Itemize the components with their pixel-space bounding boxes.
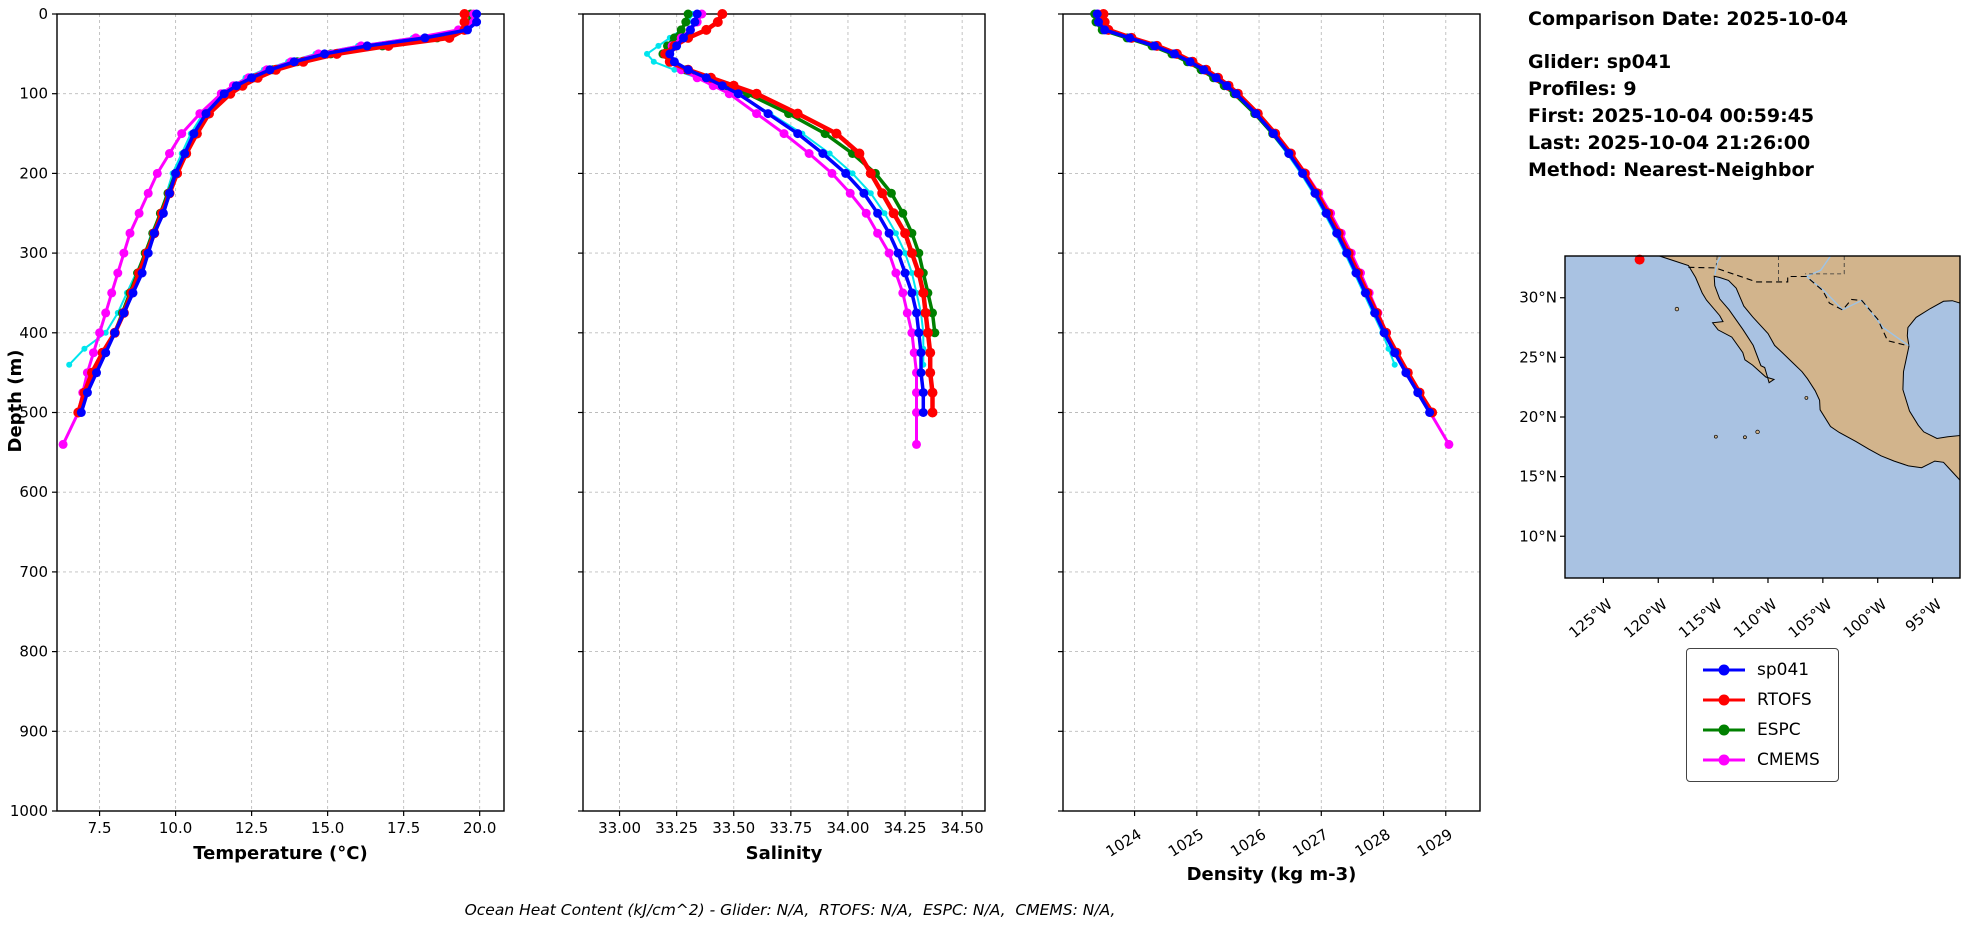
state-border: [1715, 255, 1718, 266]
legend-label: CMEMS: [1757, 750, 1820, 770]
density-axis-title: Density (kg m-3): [1187, 864, 1357, 885]
depth-tick-label: 300: [19, 244, 48, 262]
depth-axis-label: Depth (m): [5, 349, 26, 453]
density-sp041-markers: [1092, 9, 1435, 417]
density-xtick-label: 1028: [1352, 825, 1394, 861]
salinity-xtick-label: 33.50: [712, 819, 755, 837]
depth-tick-label: 200: [19, 164, 48, 182]
map-lon-label: 125°W: [1565, 595, 1616, 642]
method-line: Method: Nearest-Neighbor: [1528, 159, 1814, 181]
salinity-xtick-label: 33.00: [598, 819, 641, 837]
us-mexico-border: [1688, 266, 1910, 347]
salinity-sp041-markers: [665, 9, 928, 417]
legend-item-cmems: CMEMS: [1701, 750, 1820, 770]
map-lat-label: 25°N: [1519, 348, 1557, 366]
comparison-info-block: Comparison Date: 2025-10-04 Glider: sp04…: [1528, 6, 1848, 184]
temperature-xtick-label: 10.0: [159, 819, 192, 837]
depth-tick-label: 500: [19, 404, 48, 422]
density-RTOFS-line: [1101, 11, 1435, 415]
temperature-CMEMS-line: [61, 12, 476, 446]
land-mexico-us: [1659, 255, 1961, 482]
temperature-xtick-label: 17.5: [387, 819, 420, 837]
temperature-xtick-label: 15.0: [311, 819, 344, 837]
density-xtick-label: 1024: [1103, 825, 1145, 861]
map-lat-label: 20°N: [1519, 408, 1557, 426]
density-xtick-label: 1026: [1227, 825, 1269, 861]
state-border: [1805, 256, 1845, 275]
map-frame: [1564, 255, 1961, 579]
density-glider-raw-line: [1095, 13, 1396, 366]
temperature-xtick-label: 12.5: [235, 819, 268, 837]
legend-line-sample: [1703, 664, 1745, 676]
density-chart: 1024 1025 1026 1027 1028 1029 Density (kg m-3): [1058, 9, 1481, 885]
river: [1805, 255, 1910, 347]
density-CMEMS-line: [1097, 12, 1451, 446]
last-time-line: Last: 2025-10-04 21:26:00: [1528, 132, 1811, 154]
map-lat-label: 15°N: [1519, 468, 1557, 486]
temperature-sp041-markers: [76, 9, 482, 417]
first-time-line: First: 2025-10-04 00:59:45: [1528, 105, 1815, 127]
ocean-heat-content-footnote: Ocean Heat Content (kJ/cm^2) - Glider: N…: [464, 901, 1116, 919]
legend-item-rtofs: RTOFS: [1701, 690, 1820, 710]
salinity-xtick-label: 34.50: [941, 819, 984, 837]
salinity-xtick-label: 34.25: [884, 819, 927, 837]
map-lon-label: 105°W: [1785, 595, 1836, 642]
salinity-RTOFS-markers: [660, 9, 938, 418]
legend-label: RTOFS: [1757, 690, 1812, 710]
map-lon-label: 100°W: [1840, 595, 1891, 642]
depth-tick-label: 1000: [10, 802, 48, 820]
temperature-axis-title: Temperature (°C): [193, 843, 367, 864]
density-xtick-label: 1027: [1289, 825, 1331, 861]
density-CMEMS-markers: [1094, 9, 1454, 449]
island: [1743, 435, 1747, 440]
legend-item-sp041: sp041: [1701, 660, 1820, 680]
depth-tick-label: 800: [19, 643, 48, 661]
density-xtick-label: 1025: [1165, 825, 1207, 861]
depth-tick-label: 900: [19, 722, 48, 740]
island: [1804, 396, 1809, 400]
density-glider-raw-markers: [1093, 11, 1398, 368]
legend-line-sample: [1703, 694, 1745, 706]
map-lon-label: 95°W: [1902, 595, 1945, 636]
profiles-line: Profiles: 9: [1528, 78, 1637, 100]
legend-label: sp041: [1757, 660, 1810, 680]
depth-tick-label: 600: [19, 483, 48, 501]
map-lon-label: 115°W: [1675, 595, 1726, 642]
temperature-xtick-label: 7.5: [88, 819, 112, 837]
depth-tick-label: 0: [38, 5, 48, 23]
glider-location-marker: [1634, 254, 1645, 265]
salinity-xtick-label: 34.00: [826, 819, 869, 837]
density-sp041-line: [1095, 12, 1432, 415]
map-lon-label: 110°W: [1730, 595, 1781, 642]
depth-tick-label: 700: [19, 563, 48, 581]
salinity-chart: 33.00 33.25 33.50 33.75 34.00 34.25 34.50 Salin…: [578, 9, 986, 864]
depth-tick-label: 400: [19, 324, 48, 342]
legend-line-sample: [1703, 754, 1745, 766]
river: [1714, 255, 1722, 276]
island: [1755, 429, 1760, 435]
legend-item-espc: ESPC: [1701, 720, 1820, 740]
temperature-chart: 7.5 10.0 12.5 15.0 17.5 20.0 0 100 200 300 400 500 6…: [10, 5, 505, 864]
map-lon-label: 120°W: [1620, 595, 1671, 642]
density-xtick-label: 1029: [1414, 825, 1456, 861]
salinity-axis-title: Salinity: [746, 843, 823, 864]
salinity-xtick-label: 33.25: [655, 819, 698, 837]
island: [1674, 306, 1680, 312]
location-map: 30°N 25°N 20°N 15°N 10°N 125°W 120°W 115°W 110°W…: [1519, 254, 1961, 642]
temperature-xtick-label: 20.0: [463, 819, 496, 837]
map-lat-label: 30°N: [1519, 289, 1557, 307]
glider-line: Glider: sp041: [1528, 51, 1672, 73]
legend-label: ESPC: [1757, 720, 1801, 740]
depth-tick-label: 100: [19, 85, 48, 103]
density-ESPC-line: [1092, 12, 1388, 335]
salinity-xtick-label: 33.75: [769, 819, 812, 837]
density-RTOFS-markers: [1098, 9, 1438, 418]
legend-line-sample: [1703, 724, 1745, 736]
island: [1714, 434, 1718, 439]
comparison-date-line: Comparison Date: 2025-10-04: [1528, 8, 1848, 30]
map-lat-label: 10°N: [1519, 527, 1557, 545]
legend-box: sp041 RTOFS ESPC CMEMS: [1686, 648, 1839, 782]
